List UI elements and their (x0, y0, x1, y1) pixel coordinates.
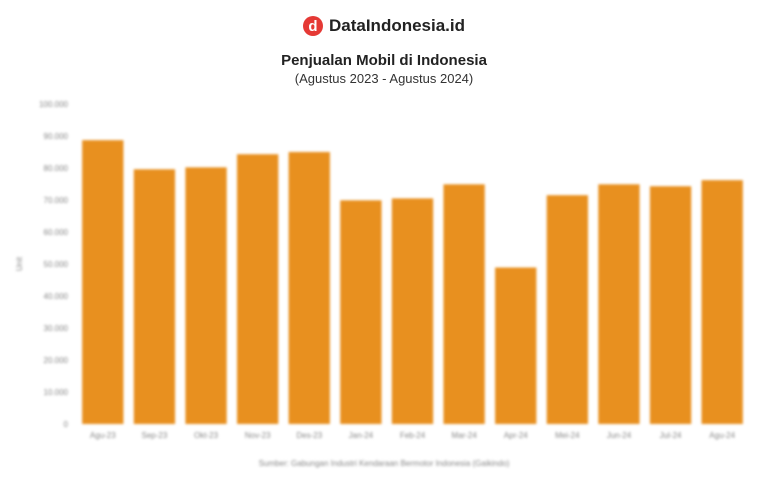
y-tick-label: 10.000 (44, 388, 69, 397)
x-tick-label: Jun-24 (607, 431, 632, 440)
y-tick-label: 50.000 (44, 260, 69, 269)
brand-header: d DataIndonesia.id (0, 16, 768, 36)
x-tick-label: Nov-23 (245, 431, 271, 440)
bar (133, 169, 176, 424)
y-tick-label: 0 (64, 420, 69, 429)
bar (391, 198, 434, 424)
y-tick-label: 60.000 (44, 228, 69, 237)
x-tick-label: Okt-23 (194, 431, 219, 440)
bar (598, 184, 640, 424)
y-tick-label: 40.000 (44, 292, 69, 301)
y-tick-label: 100.000 (39, 100, 68, 109)
x-tick-label: Apr-24 (504, 431, 529, 440)
bar (340, 200, 382, 424)
brand-name: DataIndonesia.id (328, 16, 466, 35)
bar (495, 267, 537, 424)
bar (237, 154, 279, 425)
y-tick-label: 30.000 (44, 324, 69, 333)
brand-logo-icon: d (302, 16, 323, 36)
x-tick-label: Jul-24 (660, 431, 682, 440)
y-tick-label: 20.000 (44, 356, 69, 365)
bar (546, 195, 588, 424)
bar (701, 180, 743, 424)
x-tick-label: Sep-23 (142, 431, 168, 440)
chart-title: Penjualan Mobil di Indonesia (281, 52, 487, 69)
y-axis-label: Unit (15, 256, 24, 271)
bar (82, 140, 124, 424)
x-tick-label: Des-23 (296, 431, 322, 440)
bar (649, 186, 692, 424)
y-tick-label: 80.000 (44, 164, 69, 173)
source-note: Sumber: Gabungan Industri Kendaraan Berm… (259, 459, 510, 468)
bar (443, 184, 485, 424)
chart-subtitle: (Agustus 2023 - Agustus 2024) (294, 71, 474, 86)
bar (288, 152, 330, 424)
bar (185, 167, 227, 425)
y-tick-label: 90.000 (44, 132, 69, 141)
x-tick-label: Mar-24 (451, 431, 477, 440)
x-tick-label: Agu-24 (709, 431, 735, 440)
x-tick-label: Jan-24 (349, 431, 374, 440)
x-tick-label: Feb-24 (400, 431, 426, 440)
x-tick-label: Agu-23 (90, 431, 116, 440)
x-tick-label: Mei-24 (555, 431, 580, 440)
y-tick-label: 70.000 (44, 196, 69, 205)
